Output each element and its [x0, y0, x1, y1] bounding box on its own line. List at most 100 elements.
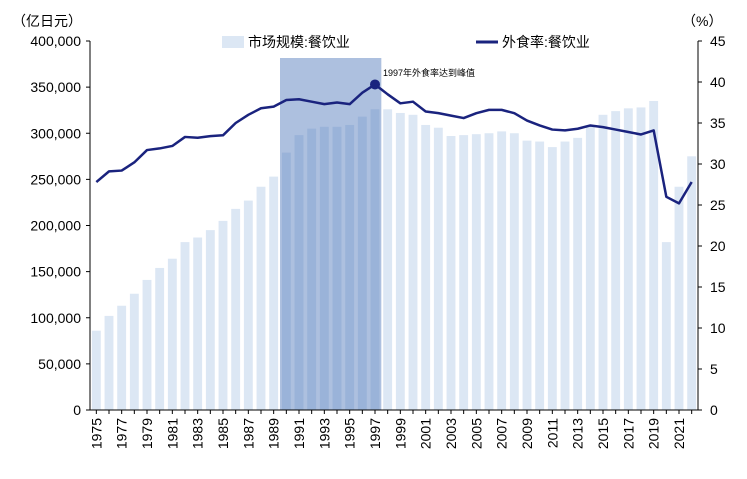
bar-2016 [611, 111, 621, 411]
right-tick-label: 40 [710, 74, 726, 90]
x-tick-label: 2011 [544, 418, 560, 448]
line-layer [95, 79, 693, 205]
bar-1982 [180, 242, 190, 410]
bar-2014 [585, 125, 595, 411]
right-tick-label: 45 [710, 33, 726, 49]
legend: 市场规模:餐饮业 外食率:餐饮业 [222, 34, 590, 50]
x-tick-label: 2005 [468, 418, 484, 449]
line-waishi-rate [95, 83, 693, 205]
x-tick-label: 1993 [316, 418, 332, 449]
left-tick-label: 350,000 [30, 79, 81, 95]
left-axis-unit: （亿日元） [12, 13, 82, 29]
x-tick-label: 1975 [88, 418, 104, 449]
x-tick-label: 1995 [342, 418, 358, 449]
bar-2020 [661, 242, 671, 410]
bar-2000 [408, 114, 418, 411]
bar-1975 [91, 330, 101, 410]
bar-1995 [345, 124, 355, 410]
bar-1992 [307, 128, 317, 410]
axes-layer: 0 50,000 100,000 150,000 200,000 250,000 300,0… [30, 33, 725, 449]
left-tick-label: 100,000 [30, 310, 81, 326]
legend-line-label: 外食率:餐饮业 [502, 34, 590, 50]
bar-2010 [535, 141, 545, 411]
bar-2021 [674, 186, 684, 410]
bar-2019 [649, 100, 659, 411]
x-tick-label: 1991 [291, 418, 307, 449]
left-tick-label: 400,000 [30, 33, 81, 49]
right-tick-label: 30 [710, 156, 726, 172]
x-tick-label: 2013 [570, 418, 586, 449]
x-tick-label: 2017 [620, 418, 636, 449]
bar-1993 [319, 126, 329, 410]
left-tick-label: 0 [73, 402, 81, 418]
x-tick-label: 1979 [139, 418, 155, 449]
right-tick-label: 35 [710, 115, 726, 131]
x-tick-label: 2015 [595, 418, 611, 449]
right-tick-label: 25 [710, 197, 726, 213]
x-tick-label: 2021 [671, 418, 687, 449]
bar-1987 [243, 200, 253, 410]
right-tick-label: 0 [710, 402, 718, 418]
right-tick-label: 10 [710, 320, 726, 336]
bar-2004 [459, 135, 469, 410]
bar-2012 [560, 141, 570, 411]
bar-2003 [446, 136, 456, 410]
bars-layer [91, 100, 697, 411]
bar-1976 [104, 315, 114, 410]
x-tick-label: 1989 [266, 418, 282, 449]
bar-1998 [383, 109, 393, 411]
bar-1989 [269, 176, 279, 410]
left-tick-label: 300,000 [30, 125, 81, 141]
bar-1997 [370, 109, 380, 411]
bar-2013 [573, 137, 583, 411]
peak-marker [370, 79, 380, 90]
bar-2018 [636, 107, 646, 411]
bar-2015 [598, 114, 608, 411]
bar-1983 [193, 237, 203, 410]
bar-2017 [623, 108, 633, 410]
bar-2002 [433, 127, 443, 411]
bar-1999 [395, 112, 405, 410]
x-tick-label: 1997 [367, 418, 383, 449]
right-tick-label: 20 [710, 238, 726, 254]
bar-2006 [484, 133, 494, 410]
bar-1990 [281, 152, 291, 410]
x-tick-label: 2009 [519, 418, 535, 449]
bar-1986 [231, 208, 241, 410]
bar-2008 [509, 133, 519, 410]
x-tick-label: 2003 [443, 418, 459, 449]
left-tick-label: 250,000 [30, 171, 81, 187]
legend-bar-label: 市场规模:餐饮业 [248, 34, 350, 50]
overlay-layer [280, 58, 382, 410]
bar-1985 [218, 220, 228, 410]
x-tick-label: 2001 [418, 418, 434, 449]
left-tick-label: 50,000 [38, 356, 81, 372]
x-tick-label: 1983 [190, 418, 206, 449]
bar-1979 [142, 279, 152, 410]
legend-bar-swatch [222, 36, 244, 48]
right-axis-unit: （%） [682, 13, 722, 29]
peak-annotation: 1997年外食率达到峰值 [383, 67, 475, 78]
bar-1988 [256, 186, 266, 410]
bar-1981 [167, 258, 177, 410]
bar-2001 [421, 124, 431, 410]
highlight-band [280, 58, 382, 410]
x-tick-label: 1977 [114, 418, 130, 449]
bar-2011 [547, 147, 557, 410]
right-tick-label: 5 [710, 361, 718, 377]
bar-2007 [497, 131, 507, 410]
x-tick-label: 2007 [494, 418, 510, 449]
x-tick-label: 1999 [392, 418, 408, 449]
x-tick-label: 2019 [646, 418, 662, 449]
bar-1977 [117, 305, 127, 410]
bar-1978 [129, 293, 139, 410]
bar-2009 [522, 140, 532, 410]
left-tick-label: 150,000 [30, 264, 81, 280]
bar-1996 [357, 116, 367, 410]
x-tick-label: 1987 [240, 418, 256, 449]
bar-2022 [687, 156, 697, 410]
bar-1984 [205, 230, 215, 410]
bar-1994 [332, 126, 342, 410]
bar-2005 [471, 134, 481, 411]
bar-1991 [294, 135, 304, 410]
